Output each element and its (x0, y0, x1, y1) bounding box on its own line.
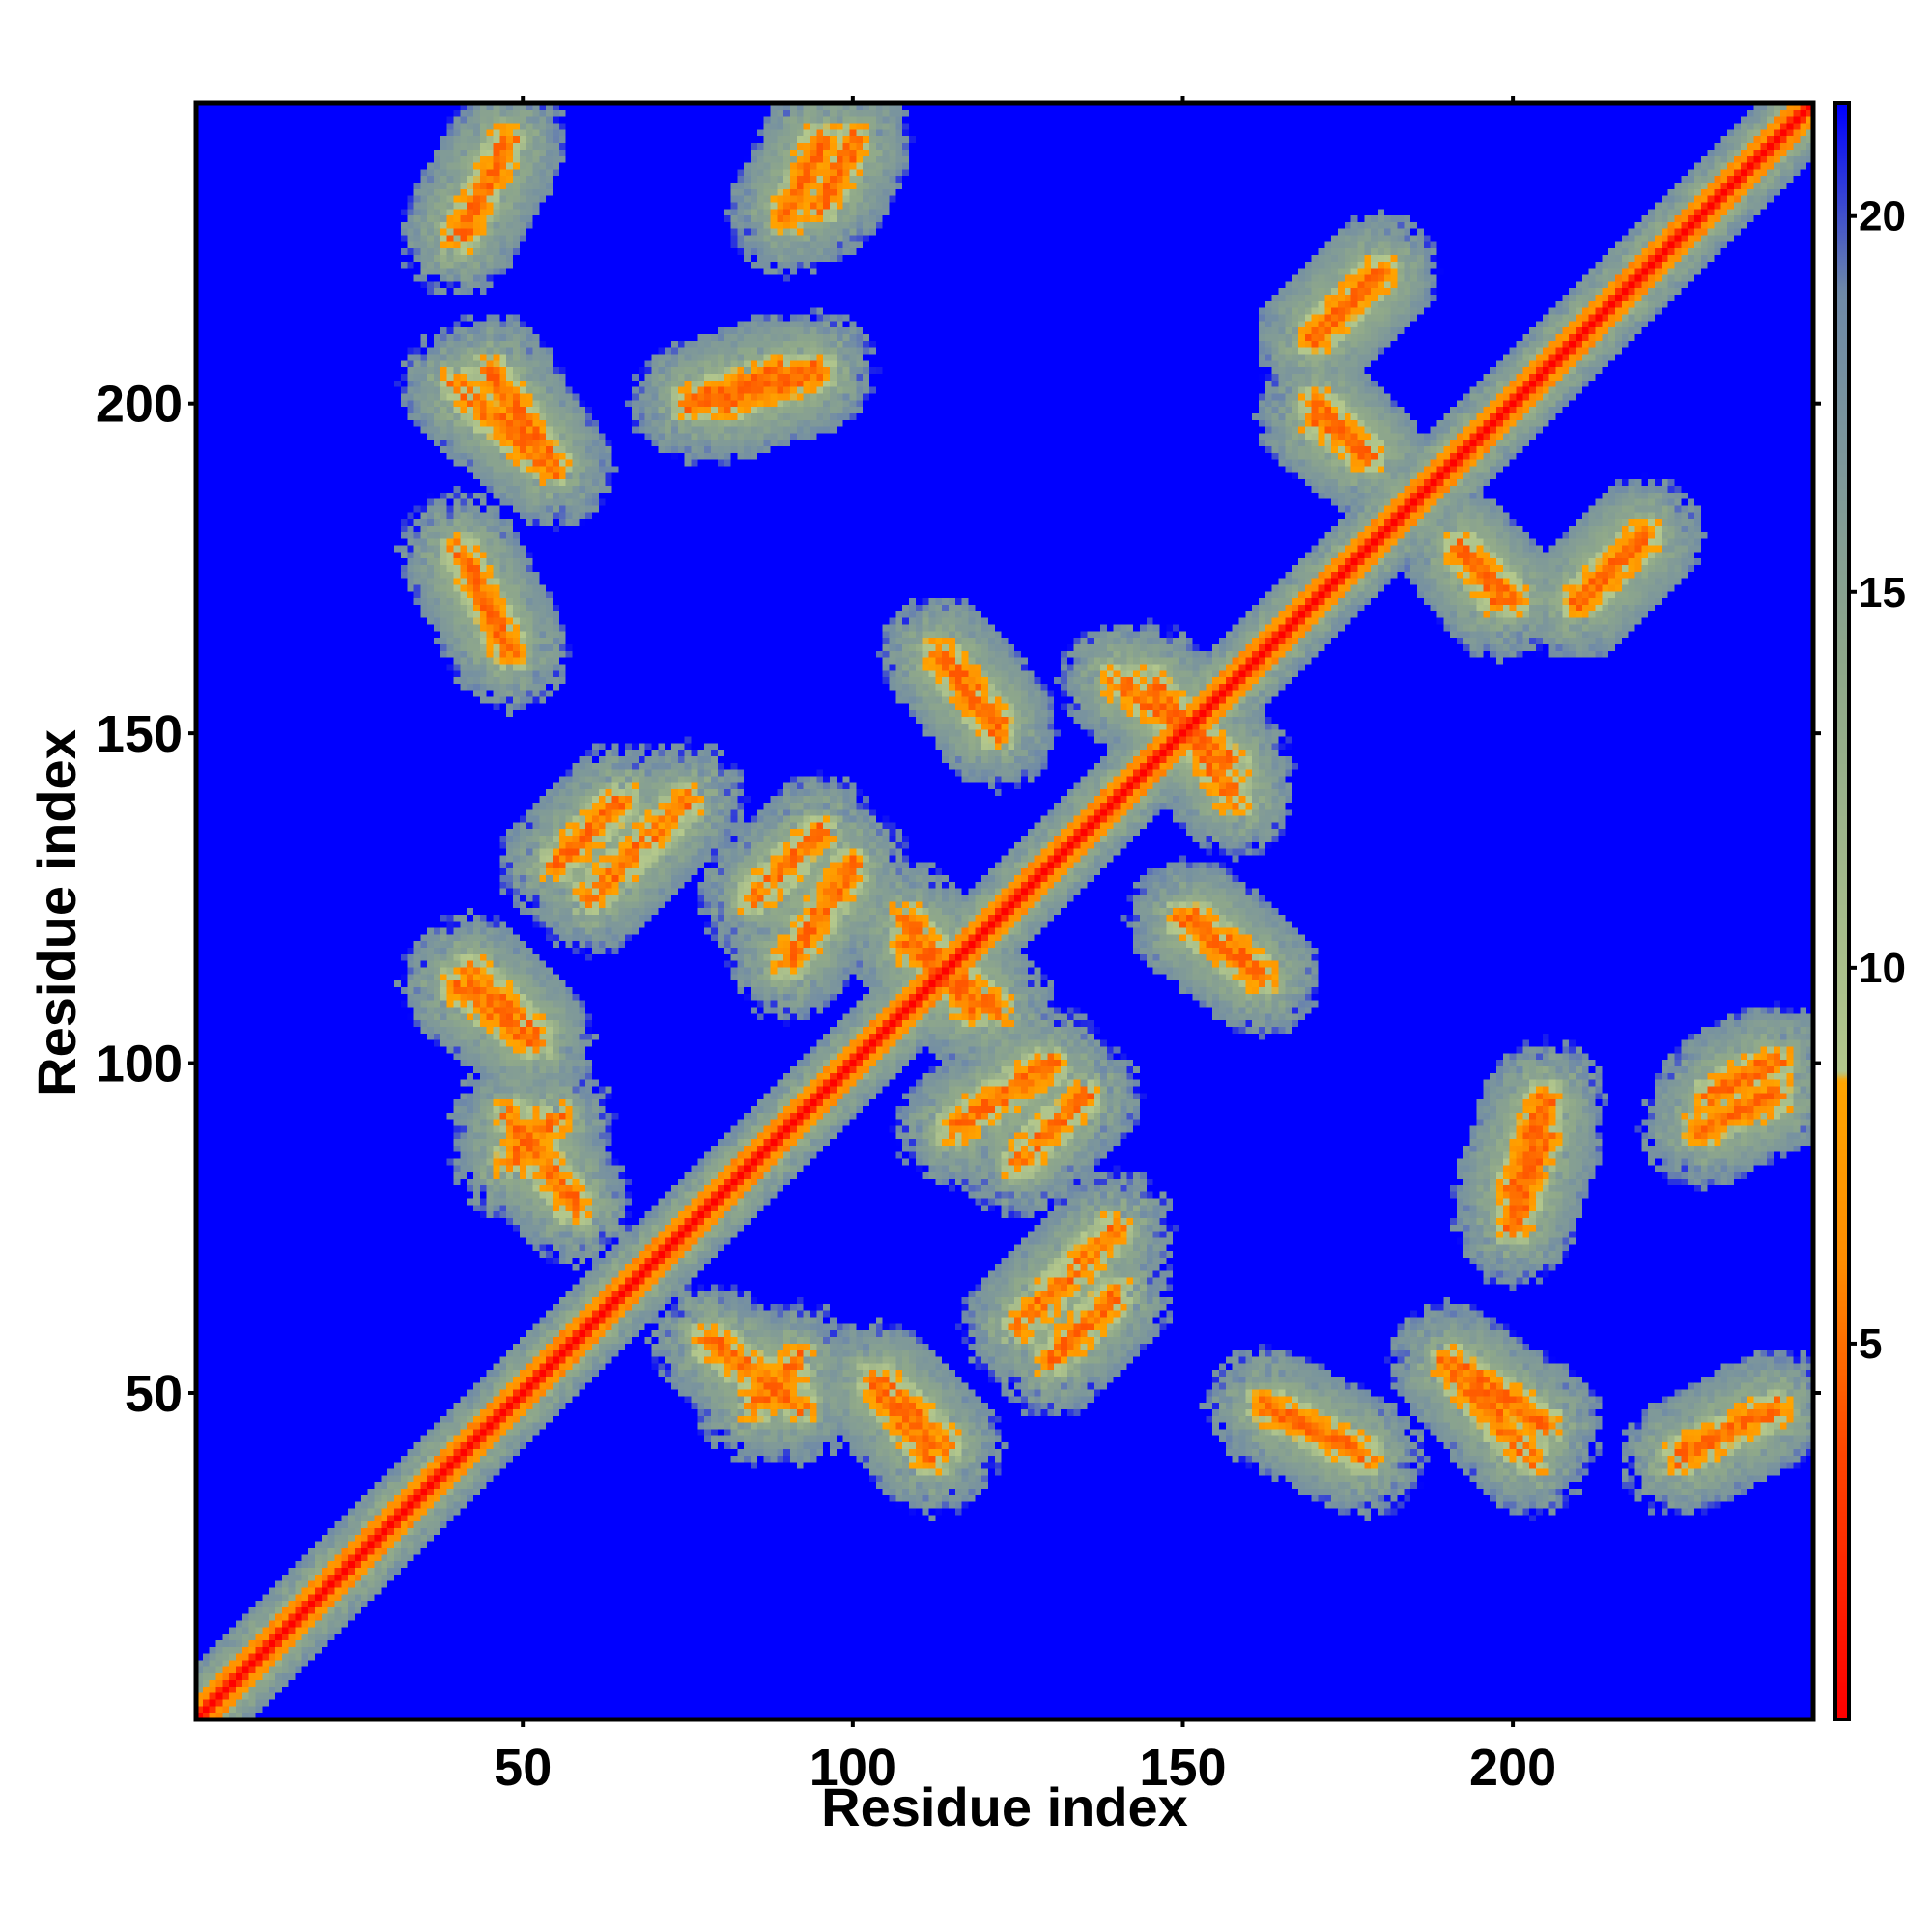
colorbar-tick-label: 20 (1859, 193, 1906, 241)
colorbar (1835, 103, 1849, 1719)
heatmap (196, 103, 1813, 1719)
y-axis-ticks: 50 100 150 200 (96, 376, 1821, 1423)
x-tick-label: 200 (1469, 1739, 1556, 1797)
x-axis-ticks: 50 100 150 200 (494, 96, 1556, 1797)
colorbar-tick-label: 15 (1859, 569, 1906, 616)
x-tick-label: 50 (494, 1739, 552, 1797)
colorbar-tick-label: 5 (1859, 1321, 1882, 1368)
y-tick-label: 150 (96, 705, 183, 763)
plot-frame (193, 100, 1816, 1722)
x-axis-title: Residue index (821, 1776, 1188, 1837)
colorbar-ticks: 5 10 15 20 (1849, 193, 1906, 1368)
x-tick-label: 100 (810, 1739, 896, 1797)
y-tick-label: 200 (96, 376, 183, 434)
colorbar-frame (1833, 101, 1851, 1721)
y-axis-title: Residue index (26, 729, 87, 1096)
colorbar-tick-label: 10 (1859, 945, 1906, 992)
y-tick-label: 50 (125, 1365, 183, 1423)
x-tick-label: 150 (1139, 1739, 1226, 1797)
y-tick-label: 100 (96, 1036, 183, 1094)
